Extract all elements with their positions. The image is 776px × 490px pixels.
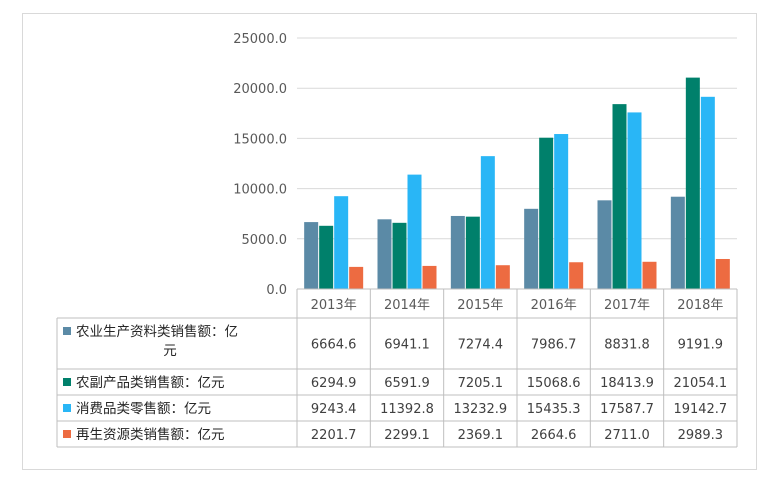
data-label: 11392.8 [380,402,434,417]
y-tick-label: 5000.0 [242,233,288,248]
data-label: 7274.4 [458,338,504,353]
bar-2-2013年 [319,225,334,289]
series-name-label: 农业生产资料类销售额：亿 [76,324,238,340]
bar-1-2013年 [304,222,319,289]
series-name-label: 元 [163,343,177,359]
data-label: 7205.1 [458,376,504,391]
bar-3-2015年 [480,156,495,289]
bar-4-2015年 [495,265,510,289]
data-label: 2201.7 [311,428,357,443]
data-label: 8831.8 [604,338,650,353]
data-label: 2711.0 [604,428,650,443]
bar-3-2014年 [407,174,422,289]
bar-2-2018年 [685,77,700,289]
bar-2-2014年 [392,222,407,289]
data-label: 9243.4 [311,402,357,417]
y-tick-label: 20000.0 [233,82,287,97]
legend-key [63,378,71,386]
data-label: 15068.6 [527,376,581,391]
data-label: 15435.3 [527,402,581,417]
data-label: 21054.1 [673,376,727,391]
bar-4-2014年 [422,265,437,289]
y-tick-label: 0.0 [266,283,287,298]
data-label: 9191.9 [678,338,724,353]
category-label: 2014年 [384,298,430,313]
data-label: 2664.6 [531,428,577,443]
bar-4-2016年 [569,262,584,289]
legend-key [63,327,71,335]
bar-4-2017年 [642,261,657,289]
bar-2-2017年 [612,104,627,289]
data-label: 18413.9 [600,376,654,391]
series-name-label: 农副产品类销售额：亿元 [76,375,225,391]
data-label: 2989.3 [678,428,724,443]
category-label: 2015年 [457,298,503,313]
bar-1-2018年 [670,196,685,289]
data-label: 2369.1 [458,428,504,443]
bar-1-2015年 [450,215,465,289]
data-label: 6591.9 [384,376,430,391]
bar-2-2016年 [539,137,554,289]
legend-key [63,404,71,412]
bar-3-2013年 [334,196,349,289]
bar-2-2015年 [465,216,480,289]
category-label: 2016年 [531,298,577,313]
legend-key [63,430,71,438]
bar-1-2016年 [524,208,539,289]
bar-4-2013年 [349,266,364,289]
data-label: 6941.1 [384,338,430,353]
y-tick-label: 25000.0 [233,32,287,47]
data-label: 7986.7 [531,338,577,353]
data-label: 2299.1 [384,428,430,443]
bar-3-2018年 [700,96,715,290]
category-label: 2013年 [311,298,357,313]
bar-1-2014年 [377,219,392,289]
series-name-label: 消费品类零售额：亿元 [76,401,211,417]
bar-4-2018年 [715,258,730,289]
data-label: 17587.7 [600,402,654,417]
y-tick-label: 15000.0 [233,132,287,147]
bar-3-2017年 [627,112,642,289]
bar-3-2016年 [554,134,569,289]
bar-1-2017年 [597,200,612,289]
category-label: 2017年 [604,298,650,313]
data-label: 6294.9 [311,376,357,391]
data-label: 13232.9 [453,402,507,417]
category-label: 2018年 [677,298,723,313]
y-tick-label: 10000.0 [233,183,287,198]
series-name-label: 再生资源类销售额：亿元 [76,427,225,443]
data-label: 6664.6 [311,338,357,353]
data-label: 19142.7 [673,402,727,417]
